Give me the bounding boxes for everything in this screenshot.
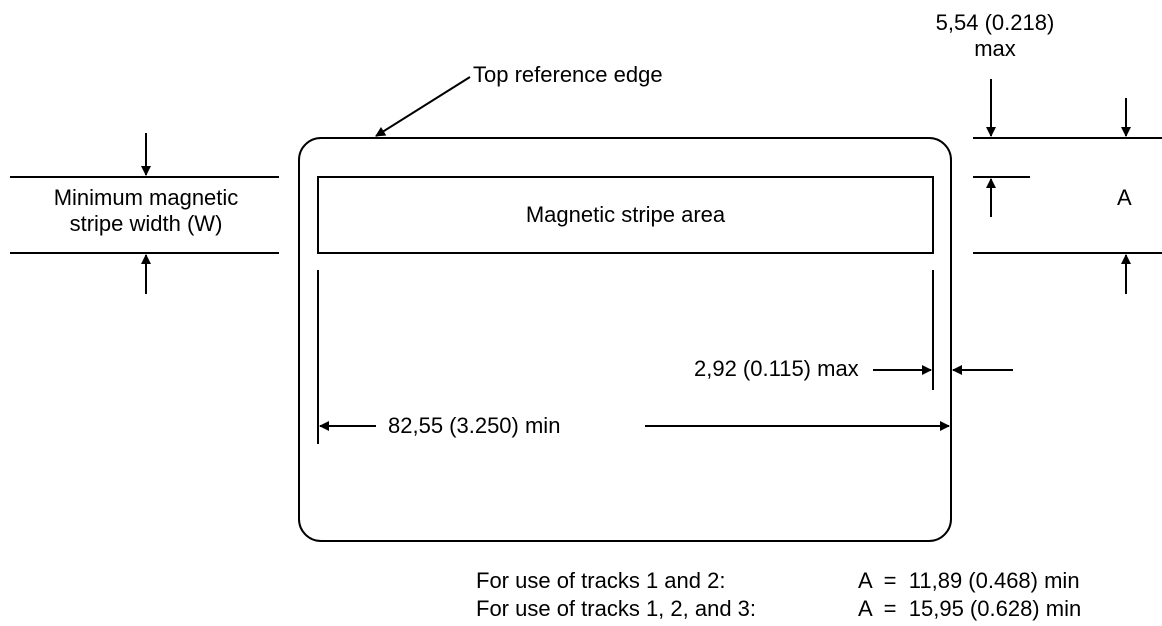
- dim-554-label-line1: 5,54 (0.218): [935, 10, 1055, 35]
- note-tracks-1-2-3-formula: A = 15,95 (0.628) min: [858, 596, 1082, 621]
- min-stripe-width-line1: Minimum magnetic: [53, 185, 239, 210]
- top-reference-edge-label: Top reference edge: [473, 62, 663, 87]
- magnetic-stripe-box: [317, 176, 934, 254]
- min-stripe-width-label: Minimum magnetic stripe width (W): [20, 185, 272, 237]
- card-outline: [298, 137, 952, 542]
- note-tracks-1-2-3-condition: For use of tracks 1, 2, and 3:: [476, 596, 757, 621]
- magnetic-stripe-area-label: Magnetic stripe area: [525, 202, 726, 227]
- a-label: A: [1117, 185, 1132, 210]
- top-reference-edge-arrow: [375, 76, 471, 137]
- dim-554-label: 5,54 (0.218) max: [905, 10, 1085, 62]
- dim-292-label: 2,92 (0.115) max: [694, 356, 859, 381]
- dim-8255-label: 82,55 (3.250) min: [388, 413, 561, 438]
- note-tracks-1-2-formula: A = 11,89 (0.468) min: [858, 568, 1080, 593]
- note-tracks-1-2-condition: For use of tracks 1 and 2:: [476, 568, 726, 593]
- dim-554-label-line2: max: [974, 35, 1016, 61]
- min-stripe-width-line2: stripe width (W): [69, 210, 223, 236]
